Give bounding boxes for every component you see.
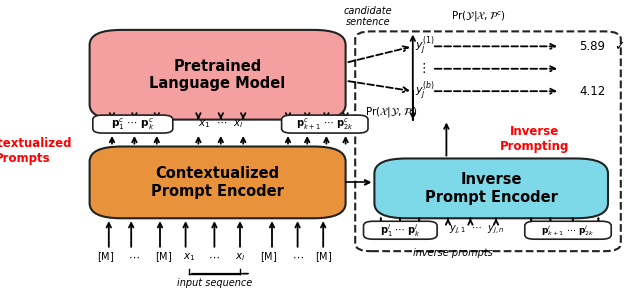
Text: Pretrained
Language Model: Pretrained Language Model xyxy=(150,59,285,91)
Text: $x_1\ \ \cdots\ \ x_l$: $x_1\ \ \cdots\ \ x_l$ xyxy=(198,118,243,130)
Text: $[\mathrm{M}]$: $[\mathrm{M}]$ xyxy=(315,250,332,264)
Text: $\cdots$: $\cdots$ xyxy=(209,252,220,262)
Text: $\mathrm{Pr}(\mathcal{X}|\mathcal{Y}, \mathcal{P}^i)$: $\mathrm{Pr}(\mathcal{X}|\mathcal{Y}, \m… xyxy=(365,104,417,120)
Text: $\mathbf{p}_1^c\ \cdots\ \mathbf{p}_k^c$: $\mathbf{p}_1^c\ \cdots\ \mathbf{p}_k^c$ xyxy=(111,116,155,132)
Text: $\mathbf{p}_1^i\ \cdots\ \mathbf{p}_k^i$: $\mathbf{p}_1^i\ \cdots\ \mathbf{p}_k^i$ xyxy=(380,222,421,239)
Text: candidate
sentence: candidate sentence xyxy=(344,6,392,27)
Text: 5.89: 5.89 xyxy=(579,40,605,53)
Text: $x_1$: $x_1$ xyxy=(182,251,195,263)
Text: $y_j^{(1)}$: $y_j^{(1)}$ xyxy=(415,35,435,58)
FancyBboxPatch shape xyxy=(374,158,608,218)
FancyBboxPatch shape xyxy=(364,221,437,239)
Text: $\cdots$: $\cdots$ xyxy=(292,252,303,262)
FancyBboxPatch shape xyxy=(90,147,346,218)
FancyBboxPatch shape xyxy=(93,115,173,133)
Text: ✓: ✓ xyxy=(614,40,625,53)
Text: $[\mathrm{M}]$: $[\mathrm{M}]$ xyxy=(260,250,277,264)
FancyBboxPatch shape xyxy=(90,30,346,120)
FancyBboxPatch shape xyxy=(282,115,368,133)
Text: $[\mathrm{M}]$: $[\mathrm{M}]$ xyxy=(155,250,172,264)
Text: $\cdots$: $\cdots$ xyxy=(129,252,140,262)
Text: Inverse
Prompting: Inverse Prompting xyxy=(500,125,569,153)
Text: inverse prompts: inverse prompts xyxy=(413,248,493,258)
FancyBboxPatch shape xyxy=(525,221,611,239)
Text: $\mathrm{Pr}(\mathcal{Y}|\mathcal{X}, \mathcal{P}^c)$: $\mathrm{Pr}(\mathcal{Y}|\mathcal{X}, \m… xyxy=(451,9,506,24)
Text: input sequence: input sequence xyxy=(177,277,252,288)
Text: $\vdots$: $\vdots$ xyxy=(417,61,426,75)
Text: $y_{j,1}\ \ \cdots\ \ y_{j,n}$: $y_{j,1}\ \ \cdots\ \ y_{j,n}$ xyxy=(449,224,504,237)
Text: Contextualized
Prompts: Contextualized Prompts xyxy=(0,137,72,165)
Text: $y_j^{(b)}$: $y_j^{(b)}$ xyxy=(415,80,435,103)
Text: 4.12: 4.12 xyxy=(579,85,605,98)
Text: $\mathbf{p}_{k+1}^c\ \cdots\ \mathbf{p}_{2k}^c$: $\mathbf{p}_{k+1}^c\ \cdots\ \mathbf{p}_… xyxy=(296,116,354,132)
Text: $\mathbf{p}_{k+1}^i\ \cdots\ \mathbf{p}_{2k}^i$: $\mathbf{p}_{k+1}^i\ \cdots\ \mathbf{p}_… xyxy=(541,223,595,238)
Text: Inverse
Prompt Encoder: Inverse Prompt Encoder xyxy=(425,172,557,205)
Text: Contextualized
Prompt Encoder: Contextualized Prompt Encoder xyxy=(151,166,284,199)
Text: $[\mathrm{M}]$: $[\mathrm{M}]$ xyxy=(97,250,114,264)
Text: $x_l$: $x_l$ xyxy=(235,251,245,263)
